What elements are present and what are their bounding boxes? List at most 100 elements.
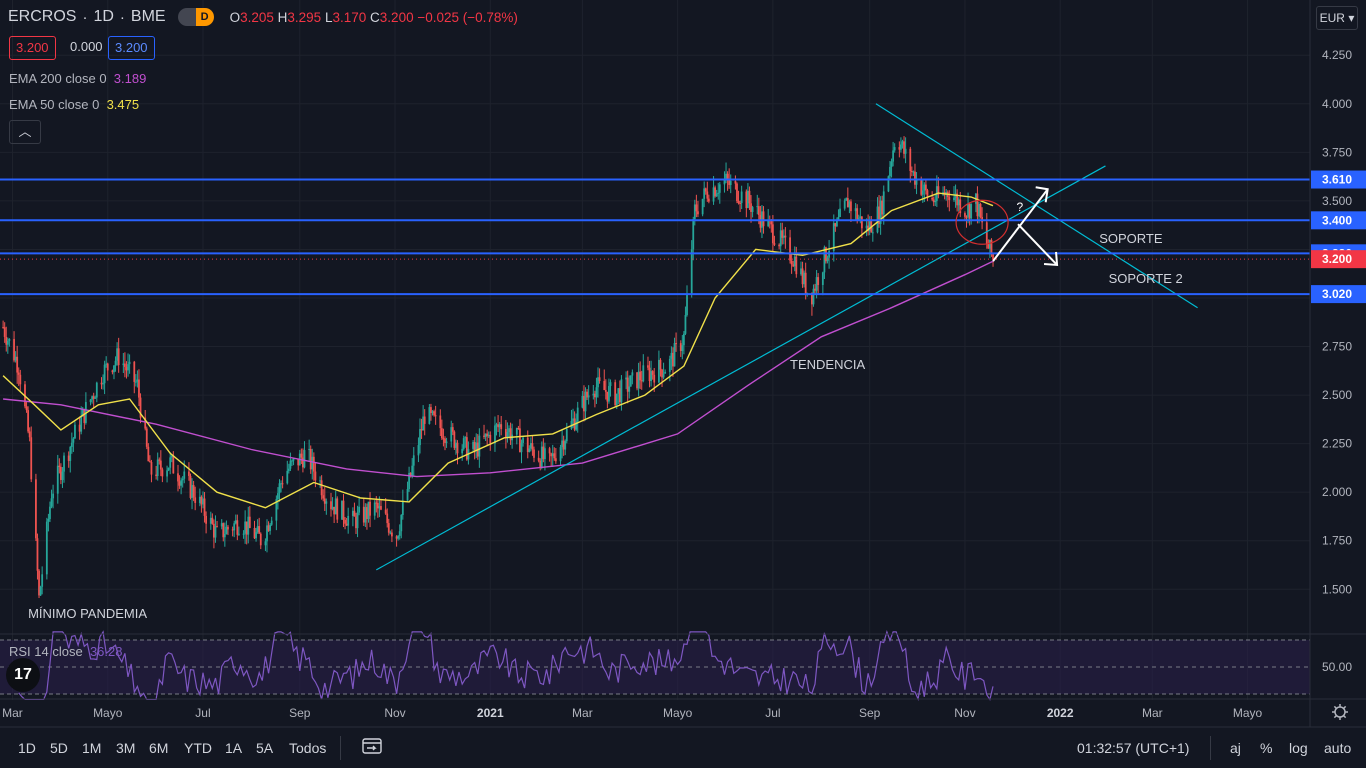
candle-body <box>83 408 86 423</box>
candle-body <box>159 460 162 470</box>
candle-body <box>637 371 640 389</box>
candle-body <box>183 471 186 479</box>
candle-body <box>608 386 610 402</box>
candle-body <box>890 161 893 167</box>
candle-body <box>920 178 923 195</box>
rsi-legend[interactable]: RSI 14 close 36.28 <box>9 644 123 659</box>
auto-toggle[interactable]: auto <box>1324 740 1352 756</box>
candle-body <box>344 519 346 524</box>
range-5d[interactable]: 5D <box>50 740 68 756</box>
candle-body <box>312 456 315 472</box>
tradingview-logo-icon[interactable]: 17 <box>6 658 40 692</box>
candle-body <box>391 532 393 537</box>
level-price-label: 3.400 <box>1322 213 1352 227</box>
candle-body <box>61 471 64 480</box>
x-tick-label: Jul <box>195 706 210 720</box>
candle-body <box>275 499 278 521</box>
candle-body <box>331 506 334 510</box>
ema200-value: 3.189 <box>113 71 147 86</box>
candle-body <box>192 485 195 498</box>
clock[interactable]: 01:32:57 (UTC+1) <box>1077 740 1190 756</box>
x-tick-label: Mar <box>2 706 23 720</box>
candle-body <box>659 359 662 370</box>
candle-body <box>17 372 20 375</box>
range-1m[interactable]: 1M <box>82 740 102 756</box>
candle-body <box>177 473 179 482</box>
symbol-name[interactable]: ERCROS <box>8 8 77 25</box>
candle-body <box>264 541 267 546</box>
candle-body <box>664 371 667 374</box>
candle-body <box>266 525 268 542</box>
candle-body <box>553 453 556 459</box>
candle-body <box>784 235 787 238</box>
currency-button[interactable]: EUR ▾ <box>1316 6 1358 30</box>
candle-body <box>253 527 256 539</box>
range-6m[interactable]: 6M <box>149 740 169 756</box>
candle-body <box>422 416 425 431</box>
range-ytd[interactable]: YTD <box>184 740 212 756</box>
candle-body <box>412 455 415 466</box>
candle-body <box>914 171 916 185</box>
candle-body <box>247 516 250 535</box>
candle-body <box>967 204 969 217</box>
log-toggle[interactable]: log <box>1289 740 1308 756</box>
candle-body <box>653 374 656 383</box>
range-1d[interactable]: 1D <box>18 740 36 756</box>
sell-price-box[interactable]: 3.200 <box>9 36 56 60</box>
candle-body <box>686 294 688 316</box>
adjust-toggle[interactable]: aj <box>1230 740 1241 756</box>
candle-body <box>811 292 813 305</box>
range-todos[interactable]: Todos <box>289 740 327 756</box>
candle-body <box>38 570 40 596</box>
candle-body <box>397 535 400 539</box>
toolbar-divider <box>340 736 341 760</box>
candle-body <box>531 443 534 450</box>
interval-label[interactable]: 1D <box>93 8 114 25</box>
settings-gear-icon[interactable] <box>1332 704 1348 720</box>
collapse-legend-button[interactable]: ︿ <box>9 120 41 144</box>
candle-body <box>498 424 501 428</box>
last-price-tag <box>1311 250 1366 269</box>
candle-body <box>236 520 239 535</box>
candle-body <box>782 235 785 238</box>
candle-body <box>803 272 806 285</box>
candle-body <box>576 407 579 422</box>
candle-body <box>892 150 895 162</box>
y-tick-label: 2.000 <box>1322 485 1352 499</box>
candle-body <box>117 348 120 366</box>
ema50-line <box>2 192 994 509</box>
date-range-icon[interactable] <box>362 737 382 758</box>
candle-body <box>144 417 147 429</box>
candle-body <box>648 367 651 382</box>
candle-body <box>376 502 379 509</box>
candle-body <box>871 232 874 234</box>
candle-body <box>636 372 638 389</box>
buy-price-box[interactable]: 3.200 <box>108 36 155 60</box>
candle-body <box>169 457 172 468</box>
candle-body <box>291 460 293 462</box>
percent-toggle[interactable]: % <box>1260 740 1273 756</box>
last-price-label: 3.200 <box>1322 252 1352 266</box>
market-status-badge[interactable]: D <box>177 8 214 26</box>
ema50-legend[interactable]: EMA 50 close 0 3.475 <box>9 97 140 112</box>
range-3m[interactable]: 3M <box>116 740 136 756</box>
range-1a[interactable]: 1A <box>225 740 243 756</box>
candle-body <box>36 538 39 571</box>
candle-body <box>248 516 251 528</box>
candle-body <box>200 496 203 505</box>
candle-body <box>309 448 312 470</box>
candle-body <box>684 315 687 334</box>
candle-body <box>542 446 545 460</box>
rsi-value: 36.28 <box>89 644 123 659</box>
ema200-legend[interactable]: EMA 200 close 0 3.189 <box>9 71 147 86</box>
range-5a[interactable]: 5A <box>256 740 274 756</box>
candle-body <box>369 501 371 516</box>
candle-body <box>554 458 557 462</box>
candle-body <box>715 193 718 197</box>
candle-body <box>311 456 314 470</box>
candle-body <box>41 574 44 587</box>
candle-body <box>839 208 841 218</box>
candle-body <box>336 498 339 520</box>
candle-body <box>618 388 621 403</box>
